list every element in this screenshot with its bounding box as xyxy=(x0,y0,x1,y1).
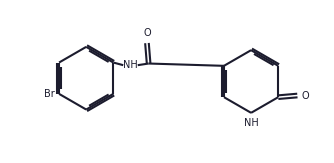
Text: O: O xyxy=(143,29,151,38)
Text: NH: NH xyxy=(244,119,259,128)
Text: NH: NH xyxy=(123,60,138,70)
Text: O: O xyxy=(301,90,309,101)
Text: Br: Br xyxy=(44,89,55,99)
